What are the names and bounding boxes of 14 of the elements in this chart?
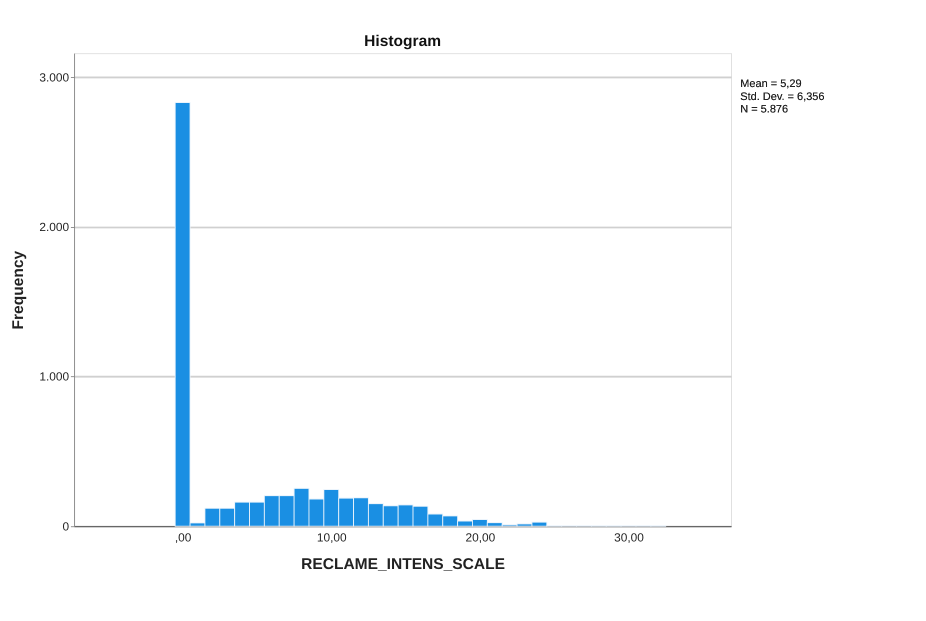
text: Mean = 5,29 [740, 78, 802, 90]
x-axis-title: RECLAME_INTENS_SCALE [301, 556, 506, 573]
text: Std. Dev. = 6,356 [740, 90, 824, 103]
x-tick-label: 10,00 [316, 530, 347, 544]
chart-title: Histogram [364, 32, 442, 50]
x-tick-label: 30,00 [614, 530, 644, 544]
y-tick-label: 3.000 [39, 70, 70, 84]
y-axis-title: Frequency [10, 250, 27, 330]
x-tick-label: ,00 [174, 530, 192, 544]
y-tick-label: 2.000 [39, 220, 70, 234]
text: N = 5.876 [740, 104, 788, 116]
y-tick-label: 1.000 [39, 370, 70, 384]
y-tick-label: 0 [62, 519, 70, 534]
x-tick-label: 20,00 [466, 530, 496, 544]
